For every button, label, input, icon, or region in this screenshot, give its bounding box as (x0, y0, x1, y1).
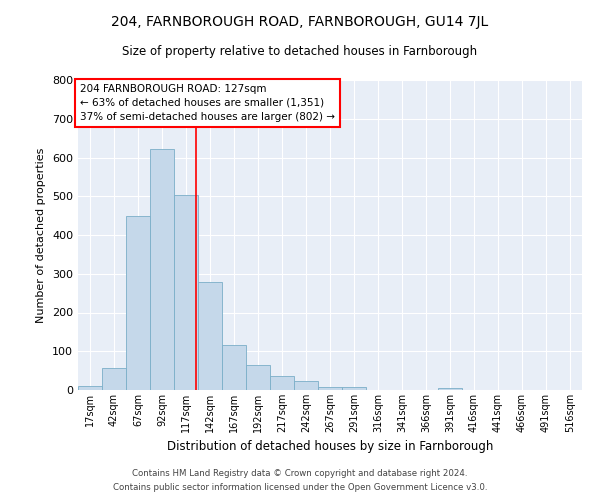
X-axis label: Distribution of detached houses by size in Farnborough: Distribution of detached houses by size … (167, 440, 493, 454)
Bar (438, 388, 462, 390)
Bar (222, 346, 246, 390)
Bar (174, 195, 198, 390)
Bar (270, 376, 294, 390)
Y-axis label: Number of detached properties: Number of detached properties (37, 148, 46, 322)
Bar (246, 365, 270, 390)
Bar (318, 386, 342, 390)
Bar (150, 150, 174, 390)
Text: Size of property relative to detached houses in Farnborough: Size of property relative to detached ho… (122, 45, 478, 58)
Bar (126, 216, 150, 390)
Text: Contains public sector information licensed under the Open Government Licence v3: Contains public sector information licen… (113, 484, 487, 492)
Bar (78, 386, 102, 390)
Bar (102, 368, 126, 390)
Bar (294, 382, 318, 390)
Bar (198, 282, 222, 390)
Bar (342, 386, 366, 390)
Text: 204 FARNBOROUGH ROAD: 127sqm
← 63% of detached houses are smaller (1,351)
37% of: 204 FARNBOROUGH ROAD: 127sqm ← 63% of de… (80, 84, 335, 122)
Text: Contains HM Land Registry data © Crown copyright and database right 2024.: Contains HM Land Registry data © Crown c… (132, 468, 468, 477)
Text: 204, FARNBOROUGH ROAD, FARNBOROUGH, GU14 7JL: 204, FARNBOROUGH ROAD, FARNBOROUGH, GU14… (112, 15, 488, 29)
